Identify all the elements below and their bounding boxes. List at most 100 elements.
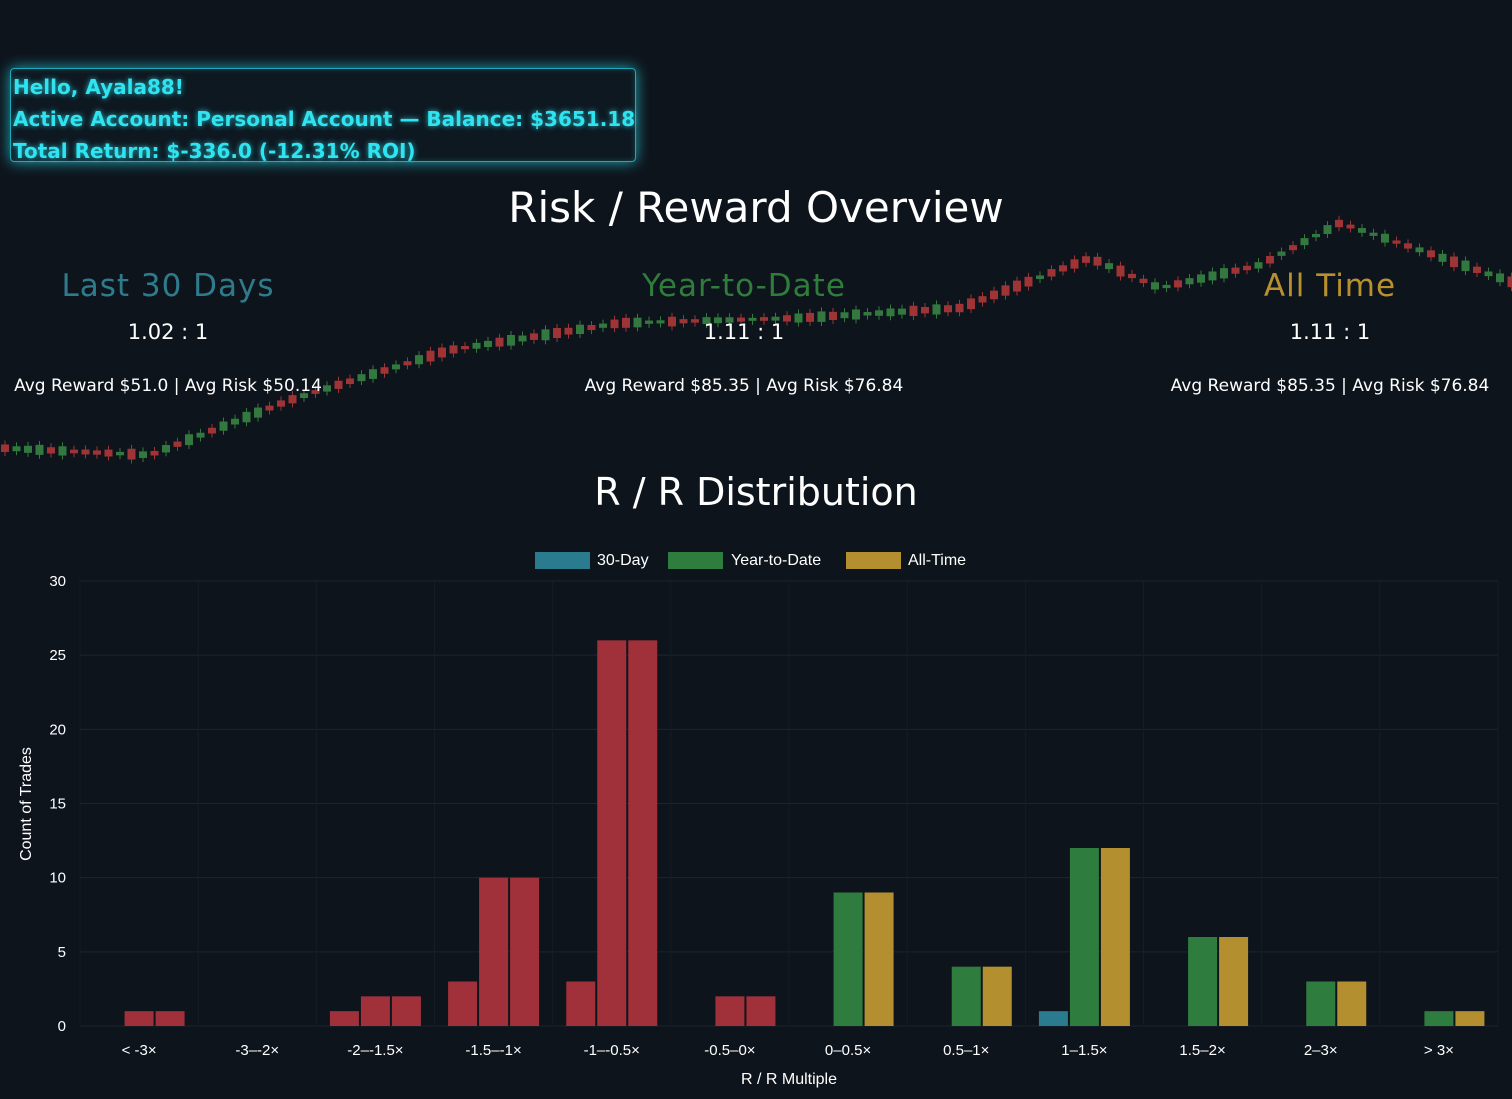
bg-candle bbox=[1001, 281, 1010, 300]
bg-candle bbox=[392, 360, 400, 374]
bg-candle bbox=[783, 311, 791, 326]
bar-year-to-date[interactable] bbox=[597, 640, 627, 1026]
bg-candle bbox=[829, 307, 837, 324]
bg-candle bbox=[944, 301, 952, 317]
bg-candle bbox=[47, 443, 55, 458]
bar-all-time[interactable] bbox=[982, 966, 1012, 1026]
bg-candle bbox=[1070, 255, 1079, 273]
bg-candle bbox=[24, 441, 32, 457]
bg-candle bbox=[1358, 224, 1366, 237]
bar-year-to-date[interactable] bbox=[360, 996, 390, 1026]
bar-year-to-date[interactable] bbox=[1188, 937, 1218, 1026]
bg-candle bbox=[794, 309, 803, 327]
bg-candle bbox=[668, 312, 676, 331]
bar-all-time[interactable] bbox=[155, 1011, 185, 1026]
bg-candle bbox=[576, 320, 584, 339]
bg-candle bbox=[541, 325, 550, 345]
bar-all-time[interactable] bbox=[1455, 1011, 1485, 1026]
bg-candle bbox=[403, 357, 412, 370]
bg-candle bbox=[1036, 271, 1044, 284]
bg-candle bbox=[1450, 252, 1458, 272]
distribution-title: R / R Distribution bbox=[594, 470, 918, 514]
bar-all-time[interactable] bbox=[628, 640, 658, 1026]
bg-candle bbox=[495, 333, 504, 351]
bg-candle bbox=[909, 301, 918, 321]
bar-all-time[interactable] bbox=[864, 892, 894, 1027]
bar-30-day[interactable] bbox=[566, 981, 596, 1027]
bg-candle bbox=[1162, 280, 1171, 293]
period-ratio: 1.11 : 1 bbox=[703, 320, 785, 344]
y-tick-label: 10 bbox=[49, 870, 66, 887]
bar-30-day[interactable] bbox=[1038, 1011, 1068, 1026]
legend-swatch[interactable] bbox=[668, 552, 723, 569]
bg-candle bbox=[771, 312, 780, 325]
bg-candle bbox=[725, 313, 734, 327]
bg-candle bbox=[955, 299, 964, 317]
y-tick-label: 20 bbox=[49, 721, 66, 738]
bar-year-to-date[interactable] bbox=[715, 996, 745, 1026]
bar-year-to-date[interactable] bbox=[1424, 1011, 1454, 1026]
bar-all-time[interactable] bbox=[510, 877, 540, 1026]
bg-candle bbox=[426, 346, 435, 366]
bg-candle bbox=[380, 363, 389, 378]
bg-candle bbox=[1277, 247, 1286, 260]
period-ratio: 1.11 : 1 bbox=[1289, 320, 1371, 344]
bg-candle bbox=[507, 330, 515, 350]
bg-candle bbox=[449, 341, 458, 358]
bg-candle bbox=[1013, 276, 1021, 296]
period-label: Last 30 Days bbox=[61, 268, 275, 304]
bg-candle bbox=[875, 306, 883, 320]
bg-candle bbox=[127, 444, 136, 464]
background-candlestick-decoration bbox=[1, 215, 1512, 464]
bg-candle bbox=[219, 417, 228, 435]
period-label: Year-to-Date bbox=[642, 268, 846, 304]
bg-candle bbox=[1496, 269, 1504, 287]
bg-candle bbox=[334, 376, 343, 393]
bar-all-time[interactable] bbox=[746, 996, 776, 1026]
bar-year-to-date[interactable] bbox=[1306, 981, 1336, 1027]
bg-candle bbox=[12, 442, 21, 456]
bar-year-to-date[interactable] bbox=[1069, 848, 1099, 1026]
bar-all-time[interactable] bbox=[1219, 937, 1249, 1026]
y-tick-label: 0 bbox=[58, 1018, 66, 1035]
bar-year-to-date[interactable] bbox=[833, 892, 863, 1027]
legend-label[interactable]: Year-to-Date bbox=[731, 552, 821, 569]
period-label: All Time bbox=[1263, 268, 1397, 304]
x-tick-label: 0–0.5× bbox=[825, 1042, 871, 1059]
bg-candle bbox=[679, 315, 688, 328]
bg-candle bbox=[990, 286, 998, 304]
legend-swatch[interactable] bbox=[535, 552, 590, 569]
bg-candle bbox=[162, 441, 170, 457]
bar-all-time[interactable] bbox=[1337, 981, 1367, 1027]
bg-candle bbox=[1438, 249, 1447, 266]
bar-30-day[interactable] bbox=[448, 981, 478, 1027]
bg-candle bbox=[1461, 256, 1470, 276]
bg-candle bbox=[173, 437, 182, 451]
bg-candle bbox=[1093, 252, 1102, 270]
period-ratio: 1.02 : 1 bbox=[127, 320, 209, 344]
period-avg: Avg Reward $85.35 | Avg Risk $76.84 bbox=[584, 376, 904, 396]
bar-30-day[interactable] bbox=[329, 1011, 359, 1026]
bg-candle bbox=[840, 308, 849, 323]
bg-candle bbox=[231, 414, 239, 429]
bg-candle bbox=[484, 336, 492, 352]
bar-year-to-date[interactable] bbox=[951, 966, 981, 1026]
bg-candle bbox=[58, 442, 67, 460]
bg-candle bbox=[1174, 276, 1182, 292]
bar-year-to-date[interactable] bbox=[124, 1011, 154, 1026]
bar-all-time[interactable] bbox=[391, 996, 421, 1026]
bg-candle bbox=[898, 304, 906, 319]
bar-all-time[interactable] bbox=[1100, 848, 1130, 1026]
bg-candle bbox=[1082, 252, 1090, 267]
legend-label[interactable]: All-Time bbox=[908, 552, 966, 569]
legend-label[interactable]: 30-Day bbox=[597, 552, 649, 569]
overview-title: Risk / Reward Overview bbox=[508, 183, 1004, 232]
bg-candle bbox=[104, 445, 113, 461]
bg-candle bbox=[863, 308, 872, 320]
bar-year-to-date[interactable] bbox=[479, 877, 509, 1026]
legend-swatch[interactable] bbox=[846, 552, 901, 569]
bg-candle bbox=[346, 374, 354, 389]
bg-candle bbox=[242, 407, 251, 427]
bg-candle bbox=[1369, 228, 1378, 240]
bg-candle bbox=[1231, 263, 1240, 278]
